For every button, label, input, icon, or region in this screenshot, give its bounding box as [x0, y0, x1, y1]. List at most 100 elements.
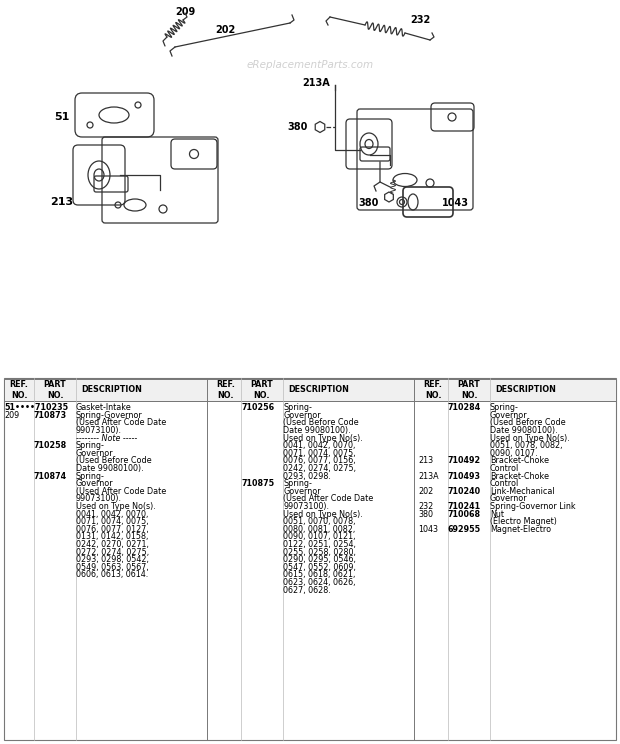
Text: REF.
NO.: REF. NO. — [423, 380, 443, 400]
Text: 0627, 0628.: 0627, 0628. — [283, 586, 330, 594]
Text: 710256: 710256 — [241, 403, 274, 412]
Text: Used on Type No(s).: Used on Type No(s). — [490, 434, 570, 443]
Text: PART
NO.: PART NO. — [250, 380, 273, 400]
Text: 0071, 0074, 0075,: 0071, 0074, 0075, — [76, 517, 149, 526]
Text: Governor: Governor — [490, 494, 528, 504]
Text: 0122, 0251, 0254,: 0122, 0251, 0254, — [283, 540, 356, 549]
Text: Date 99080100).: Date 99080100). — [490, 426, 557, 435]
Text: 0293, 0298, 0542,: 0293, 0298, 0542, — [76, 555, 149, 564]
Text: Link-Mechanical: Link-Mechanical — [490, 487, 555, 496]
Text: (Used After Code Date: (Used After Code Date — [76, 418, 166, 427]
Text: 0051, 0078, 0082,: 0051, 0078, 0082, — [490, 441, 562, 450]
Text: 209: 209 — [175, 7, 195, 17]
Text: (Used After Code Date: (Used After Code Date — [76, 487, 166, 496]
Text: 0076, 0077, 0127,: 0076, 0077, 0127, — [76, 525, 149, 533]
Text: 51: 51 — [55, 112, 70, 122]
Text: 380: 380 — [418, 510, 433, 519]
Text: Bracket-Choke: Bracket-Choke — [490, 472, 549, 481]
Text: 0606, 0613, 0614.: 0606, 0613, 0614. — [76, 571, 148, 580]
Text: PART
NO.: PART NO. — [458, 380, 480, 400]
Text: 380: 380 — [358, 198, 378, 208]
Text: 0041, 0042, 0070,: 0041, 0042, 0070, — [283, 441, 355, 450]
Text: Used on Type No(s).: Used on Type No(s). — [76, 502, 156, 511]
Text: 51••••710235: 51••••710235 — [4, 403, 68, 412]
Text: (Used After Code Date: (Used After Code Date — [283, 494, 373, 504]
Text: 710873: 710873 — [34, 411, 67, 420]
Text: Spring-: Spring- — [76, 472, 105, 481]
Text: PART
NO.: PART NO. — [43, 380, 66, 400]
Text: -------- Note -----: -------- Note ----- — [76, 434, 137, 443]
Text: Governor: Governor — [283, 487, 321, 496]
Text: Governor: Governor — [283, 411, 321, 420]
Text: Used on Type No(s).: Used on Type No(s). — [283, 510, 363, 519]
Text: 202: 202 — [215, 25, 235, 35]
Text: Date 99080100).: Date 99080100). — [283, 426, 351, 435]
Text: 213A: 213A — [302, 78, 330, 88]
Text: 0071, 0074, 0075,: 0071, 0074, 0075, — [283, 449, 356, 458]
Text: 0076, 0077, 0156,: 0076, 0077, 0156, — [283, 456, 356, 465]
Text: 0041, 0042, 0070,: 0041, 0042, 0070, — [76, 510, 148, 519]
Text: Bracket-Choke: Bracket-Choke — [490, 456, 549, 465]
Text: 0090, 0107.: 0090, 0107. — [490, 449, 538, 458]
Text: DESCRIPTION: DESCRIPTION — [81, 385, 142, 394]
Text: 0293, 0298.: 0293, 0298. — [283, 472, 331, 481]
Text: 710284: 710284 — [448, 403, 481, 412]
Text: Nut: Nut — [490, 510, 504, 519]
Text: Used on Type No(s).: Used on Type No(s). — [283, 434, 363, 443]
Text: 0623, 0624, 0626,: 0623, 0624, 0626, — [283, 578, 355, 587]
Text: Date 99080100).: Date 99080100). — [76, 464, 144, 473]
Text: 0547, 0552, 0609,: 0547, 0552, 0609, — [283, 562, 356, 571]
Text: 0290, 0295, 0546,: 0290, 0295, 0546, — [283, 555, 356, 564]
Text: 380: 380 — [288, 122, 308, 132]
Text: Spring-: Spring- — [76, 441, 105, 450]
Text: 0615, 0618, 0621,: 0615, 0618, 0621, — [283, 571, 355, 580]
Text: 1043: 1043 — [418, 525, 438, 533]
Text: 710875: 710875 — [241, 479, 274, 488]
Text: 232: 232 — [418, 502, 433, 511]
Text: 710068: 710068 — [448, 510, 481, 519]
Text: 710240: 710240 — [448, 487, 481, 496]
Text: REF.
NO.: REF. NO. — [216, 380, 236, 400]
Text: 692955: 692955 — [448, 525, 481, 533]
Text: 0090, 0107, 0121,: 0090, 0107, 0121, — [283, 533, 355, 542]
Text: 0131, 0142, 0158,: 0131, 0142, 0158, — [76, 533, 148, 542]
Text: Spring-: Spring- — [283, 403, 312, 412]
Text: 213: 213 — [50, 197, 73, 207]
Text: eReplacementParts.com: eReplacementParts.com — [246, 60, 374, 70]
Text: Spring-Governor Link: Spring-Governor Link — [490, 502, 575, 511]
Text: Control: Control — [490, 464, 520, 473]
Text: Magnet-Electro: Magnet-Electro — [490, 525, 551, 533]
Text: 232: 232 — [410, 15, 430, 25]
Text: (Used Before Code: (Used Before Code — [283, 418, 358, 427]
Text: Control: Control — [490, 479, 520, 488]
Text: (Used Before Code: (Used Before Code — [490, 418, 565, 427]
Text: Governor: Governor — [76, 479, 113, 488]
Text: 0242, 0270, 0271,: 0242, 0270, 0271, — [76, 540, 149, 549]
Text: 213A: 213A — [418, 472, 438, 481]
Text: 99073100).: 99073100). — [283, 502, 329, 511]
Text: 710874: 710874 — [34, 472, 67, 481]
Text: Gasket-Intake: Gasket-Intake — [76, 403, 131, 412]
Text: DESCRIPTION: DESCRIPTION — [495, 385, 556, 394]
Text: REF.
NO.: REF. NO. — [9, 380, 29, 400]
Text: 0549, 0563, 0567,: 0549, 0563, 0567, — [76, 562, 149, 571]
Bar — [4, 379, 616, 401]
Text: DESCRIPTION: DESCRIPTION — [288, 385, 349, 394]
Text: 213: 213 — [418, 456, 433, 465]
Text: Spring-: Spring- — [283, 479, 312, 488]
Text: 202: 202 — [418, 487, 433, 496]
Text: 0080, 0081, 0082,: 0080, 0081, 0082, — [283, 525, 355, 533]
Text: 710258: 710258 — [34, 441, 67, 450]
Text: 0051, 0070, 0078,: 0051, 0070, 0078, — [283, 517, 355, 526]
Text: 710493: 710493 — [448, 472, 481, 481]
Text: 99073100).: 99073100). — [76, 426, 122, 435]
Text: (Used Before Code: (Used Before Code — [76, 456, 152, 465]
Text: 209: 209 — [4, 411, 19, 420]
Text: (Electro Magnet): (Electro Magnet) — [490, 517, 557, 526]
Text: Spring-Governor: Spring-Governor — [76, 411, 143, 420]
Text: Spring-: Spring- — [490, 403, 519, 412]
Text: 710241: 710241 — [448, 502, 481, 511]
Text: Governor: Governor — [490, 411, 528, 420]
Text: Governor: Governor — [76, 449, 113, 458]
Text: 0272, 0274, 0275,: 0272, 0274, 0275, — [76, 548, 149, 557]
